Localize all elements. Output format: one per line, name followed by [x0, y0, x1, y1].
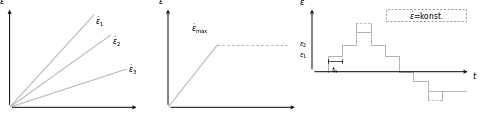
Text: $t_{\mathrm{h}}$: $t_{\mathrm{h}}$: [331, 64, 339, 75]
Text: $\dot{\varepsilon}_3$: $\dot{\varepsilon}_3$: [128, 63, 137, 76]
Text: $\dot{\varepsilon}_2$: $\dot{\varepsilon}_2$: [112, 36, 121, 49]
Text: $\varepsilon$: $\varepsilon$: [0, 0, 6, 6]
Text: $\dot{\varepsilon}$=konst.: $\dot{\varepsilon}$=konst.: [408, 10, 444, 22]
Text: $\varepsilon_1$: $\varepsilon_1$: [299, 51, 307, 61]
Text: $\dot{\varepsilon}_{\mathrm{max}}$: $\dot{\varepsilon}_{\mathrm{max}}$: [192, 22, 209, 36]
Text: $\varepsilon$: $\varepsilon$: [158, 0, 164, 6]
Text: $\varepsilon_2$: $\varepsilon_2$: [299, 41, 307, 50]
Text: $t$: $t$: [472, 70, 478, 81]
Text: $\varepsilon$: $\varepsilon$: [300, 0, 306, 7]
Text: $\dot{\varepsilon}_1$: $\dot{\varepsilon}_1$: [95, 16, 104, 29]
